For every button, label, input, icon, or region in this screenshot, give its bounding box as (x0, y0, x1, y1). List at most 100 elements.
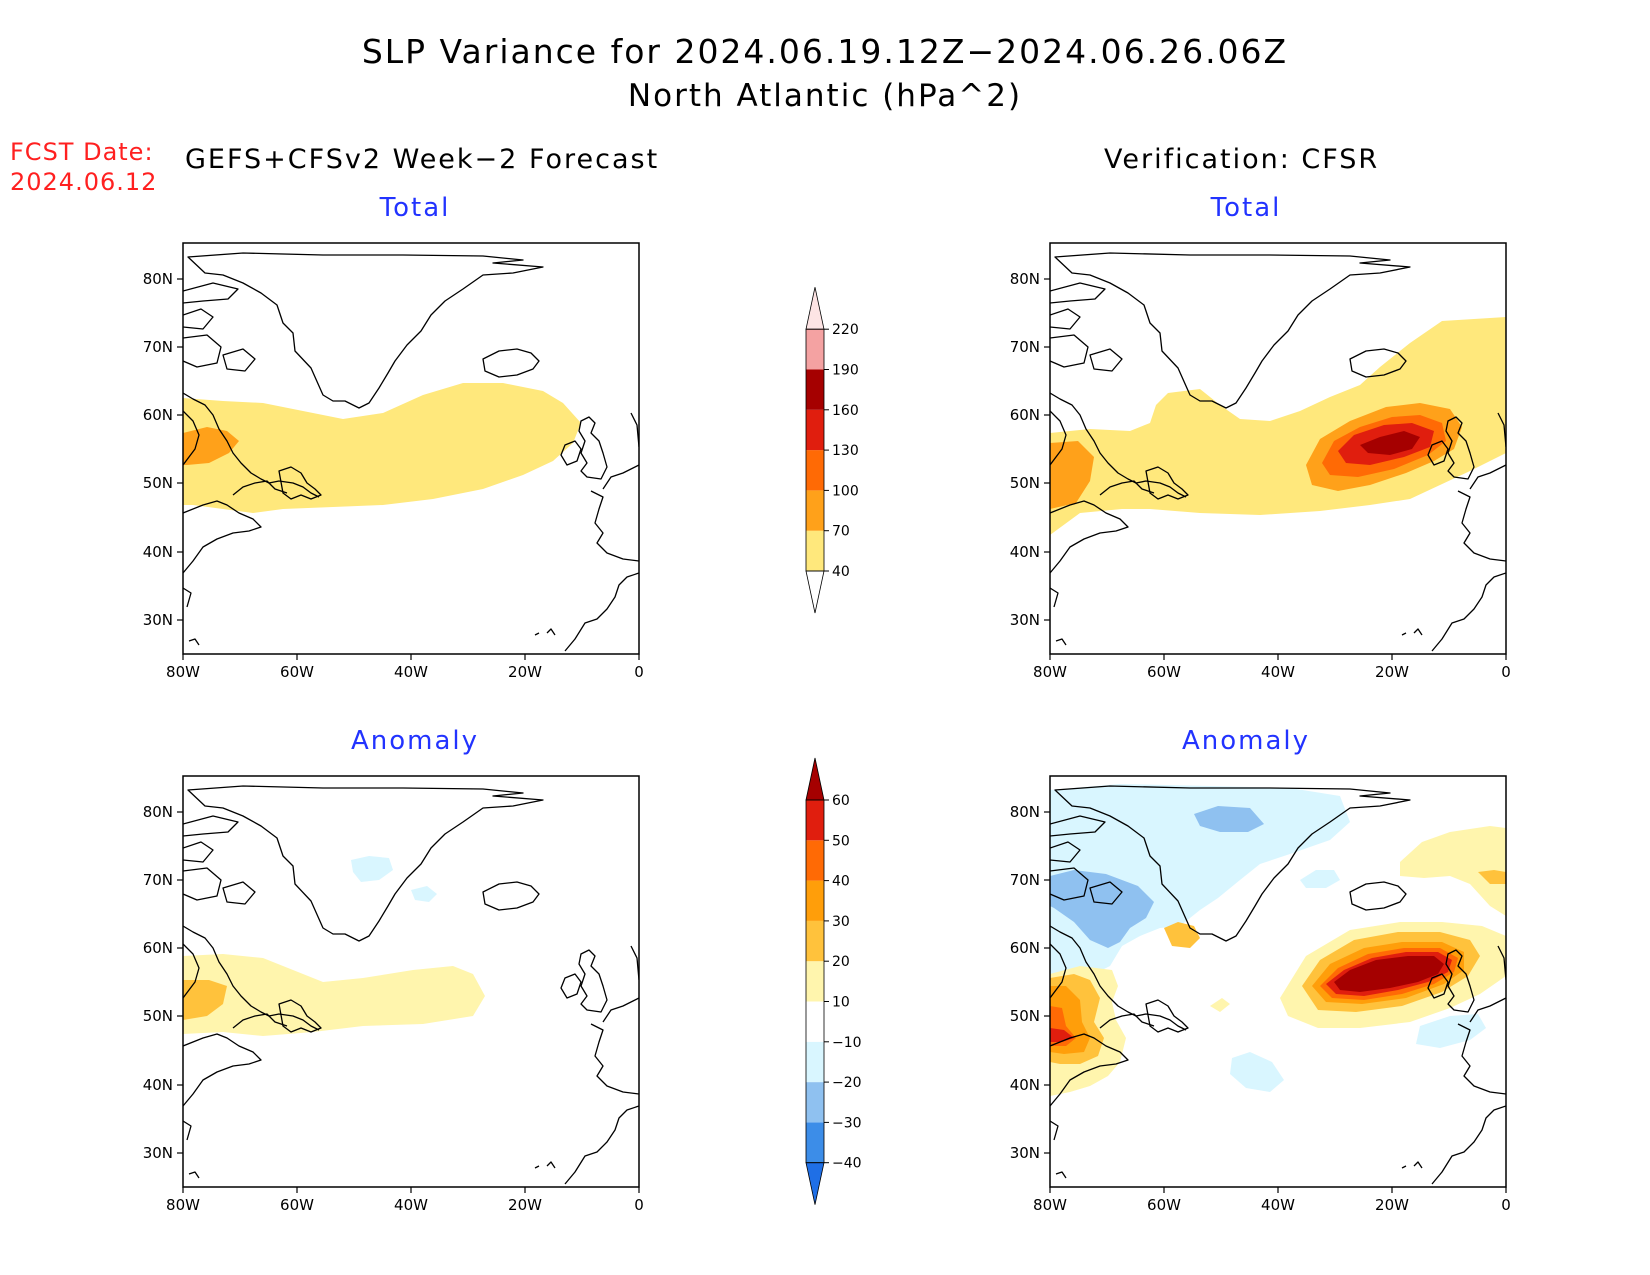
total-colorbar-box (806, 490, 824, 531)
forecast-anomaly-lat-label: 50N (143, 1007, 173, 1025)
total-colorbar-label: 190 (832, 363, 859, 379)
verification-anomaly-lon-label: 60W (1147, 1196, 1181, 1214)
verification-total-title: Total (1210, 193, 1282, 223)
anomaly-colorbar-box (806, 1122, 824, 1163)
fcst-date-label: FCST Date: (10, 138, 154, 166)
forecast-anomaly-lat-label: 30N (143, 1144, 173, 1162)
verification-anomaly-contour-neg10-south (1230, 1052, 1284, 1092)
forecast-anomaly-contour-neg10-b (411, 886, 437, 902)
anomaly-colorbar-box (806, 1001, 824, 1042)
verification-anomaly-contour-neg20-north (1194, 806, 1264, 832)
main-title: SLP Variance for 2024.06.19.12Z−2024.06.… (361, 32, 1289, 71)
forecast-total-lat-label: 40N (143, 543, 173, 561)
anomaly-colorbar-label: −10 (832, 1035, 862, 1051)
verification-anomaly-contour-neg20-west (1050, 870, 1154, 948)
forecast-total-lon-label: 80W (166, 663, 200, 681)
map-axes: 80N 70N 60N 50N 40N 30N 80W 60W 40W 20W 0 80N 70N 60N… (143, 242, 1511, 1214)
verification-anomaly-lon-label: 20W (1375, 1196, 1409, 1214)
verification-anomaly-lat-label: 80N (1010, 803, 1040, 821)
total-colorbar-label: 100 (832, 483, 859, 499)
total-colorbar-top-extension (805, 287, 825, 330)
fcst-date-value: 2024.06.12 (10, 168, 158, 196)
anomaly-colorbar-box (806, 1041, 824, 1083)
verification-anomaly-contour-neg10-se (1416, 1014, 1486, 1048)
anomaly-colorbar-label: 50 (832, 833, 850, 849)
anomaly-colorbar-label: −20 (832, 1075, 862, 1091)
anomaly-colorbar-box (806, 800, 824, 841)
verification-anomaly-contour-60-east (1334, 956, 1444, 992)
forecast-total-lon-label: 40W (394, 663, 428, 681)
verification-anomaly-contour-10-ne (1400, 826, 1506, 916)
forecast-anomaly-lat-label: 60N (143, 939, 173, 957)
anomaly-colorbar-bottom-arrow (805, 1162, 825, 1205)
verification-anomaly-title: Anomaly (1181, 726, 1311, 756)
forecast-anomaly-lon-label: 80W (166, 1196, 200, 1214)
verification-total-lat-label: 50N (1010, 474, 1040, 492)
forecast-total-contour-40 (183, 383, 581, 513)
anomaly-colorbar-box (806, 961, 824, 1002)
verification-total-contour-160 (1360, 431, 1420, 455)
anomaly-colorbar-label: 40 (832, 874, 850, 890)
anomaly-colorbar-box (806, 880, 824, 921)
total-colorbar-label: 220 (832, 322, 859, 338)
forecast-total-contour-70 (183, 427, 239, 465)
verification-heading: Verification: CFSR (1104, 144, 1380, 175)
total-colorbar-label: 160 (832, 403, 859, 419)
forecast-anomaly-lon-label: 40W (394, 1196, 428, 1214)
anomaly-colorbar-label: 20 (832, 954, 850, 970)
verification-anomaly-lon-label: 80W (1033, 1196, 1067, 1214)
verification-total-lon-label: 60W (1147, 663, 1181, 681)
forecast-anomaly-lat-label: 40N (143, 1076, 173, 1094)
forecast-total-panel (183, 252, 639, 652)
forecast-anomaly-panel (183, 785, 639, 1185)
verification-anomaly-contour-neg10-east (1300, 870, 1340, 888)
forecast-anomaly-title: Anomaly (350, 726, 480, 756)
total-colorbar-box (806, 530, 824, 571)
verification-anomaly-lat-label: 70N (1010, 871, 1040, 889)
forecast-anomaly-lon-label: 20W (508, 1196, 542, 1214)
forecast-heading: GEFS+CFSv2 Week−2 Forecast (185, 144, 660, 175)
verification-anomaly-lat-label: 50N (1010, 1007, 1040, 1025)
verification-anomaly-lat-label: 30N (1010, 1144, 1040, 1162)
forecast-total-lat-label: 30N (143, 611, 173, 629)
anomaly-colorbar-label: 30 (832, 914, 850, 930)
verification-total-contour-70 (1050, 441, 1094, 509)
forecast-total-lon-label: 0 (634, 663, 644, 681)
anomaly-colorbar-label: −30 (832, 1115, 862, 1131)
verification-total-lon-label: 40W (1261, 663, 1295, 681)
verification-anomaly-contour-20-ne (1478, 870, 1506, 884)
forecast-total-lat-label: 50N (143, 474, 173, 492)
forecast-anomaly-lat-label: 70N (143, 871, 173, 889)
verification-anomaly-lon-label: 40W (1261, 1196, 1295, 1214)
verification-anomaly-panel (1050, 784, 1506, 1185)
forecast-anomaly-lat-label: 80N (143, 803, 173, 821)
verification-anomaly-lat-label: 60N (1010, 939, 1040, 957)
verification-total-lat-label: 70N (1010, 338, 1040, 356)
forecast-anomaly-lon-label: 0 (634, 1196, 644, 1214)
forecast-anomaly-contour-10 (183, 954, 485, 1036)
forecast-total-lat-label: 60N (143, 406, 173, 424)
total-colorbar-box (806, 450, 824, 491)
anomaly-colorbar-label: −40 (832, 1156, 862, 1172)
anomaly-colorbar-outline (805, 799, 825, 1164)
verification-anomaly-lat-label: 40N (1010, 1076, 1040, 1094)
anomaly-colorbar-label: 10 (832, 995, 850, 1011)
total-colorbar: 40 70 100 130 160 190 220 (805, 287, 859, 614)
total-colorbar-box (806, 369, 824, 410)
verification-anomaly-contour-20-mid (1164, 922, 1200, 948)
forecast-total-title: Total (379, 193, 451, 223)
verification-total-lat-label: 40N (1010, 543, 1040, 561)
forecast-total-lat-label: 70N (143, 338, 173, 356)
total-colorbar-label: 130 (832, 443, 859, 459)
total-colorbar-box (806, 329, 824, 370)
anomaly-colorbar: −40 −30 −20 −10 10 20 30 40 50 60 (805, 757, 862, 1205)
total-colorbar-bottom-extension (805, 570, 825, 614)
anomaly-colorbar-box (806, 840, 824, 881)
forecast-anomaly-lon-label: 60W (280, 1196, 314, 1214)
forecast-total-lon-label: 20W (508, 663, 542, 681)
verification-anomaly-contour-10-small (1210, 998, 1230, 1012)
verification-anomaly-lon-label: 0 (1501, 1196, 1511, 1214)
anomaly-colorbar-box (806, 920, 824, 962)
anomaly-colorbar-box (806, 1082, 824, 1123)
